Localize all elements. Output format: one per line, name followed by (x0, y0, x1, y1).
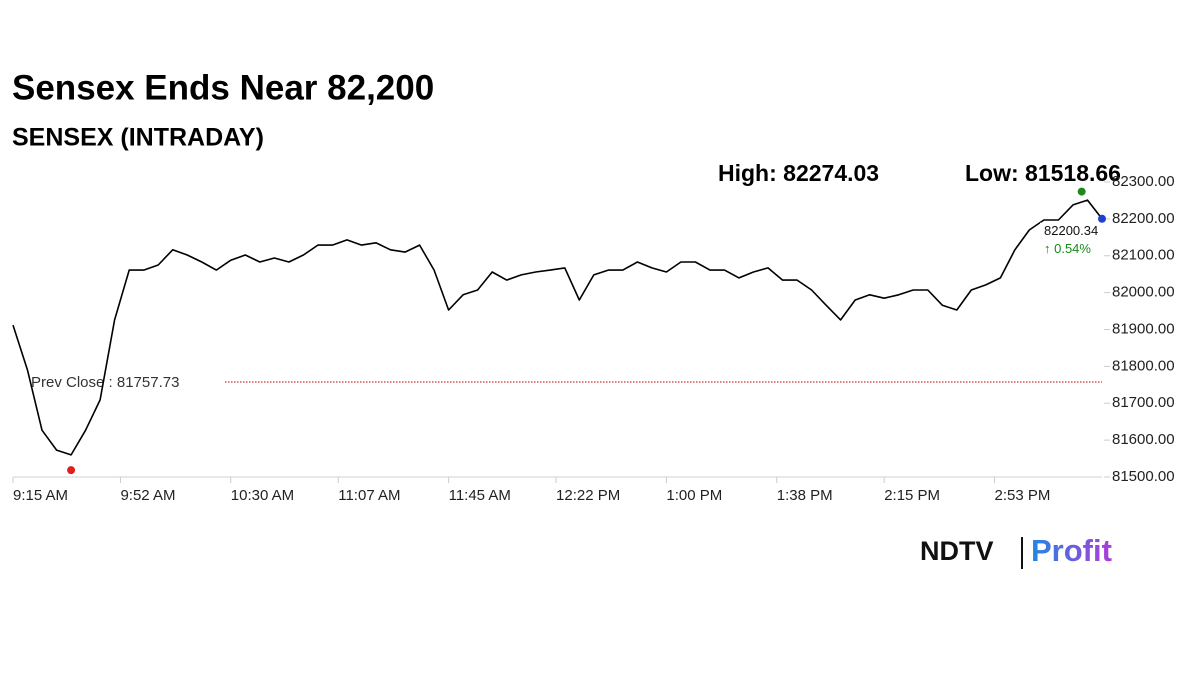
y-tick-label: 81900.00 (1112, 320, 1175, 337)
y-tick-label: 82300.00 (1112, 173, 1175, 190)
x-tick-label: 11:45 AM (449, 487, 511, 504)
y-tick-label: 81800.00 (1112, 357, 1175, 374)
x-tick-label: 2:15 PM (884, 487, 940, 504)
price-line (12, 199, 1103, 456)
close-label-bg (1040, 222, 1098, 259)
y-tick-label: 82200.00 (1112, 210, 1175, 227)
brand-name: NDTV (920, 536, 994, 566)
chart-title: Sensex Ends Near 82,200 (12, 68, 434, 107)
y-tick-label: 81600.00 (1112, 431, 1175, 448)
low-label: Low: 81518.66 (965, 160, 1121, 186)
x-tick-label: 1:00 PM (666, 487, 722, 504)
x-tick-label: 12:22 PM (556, 487, 620, 504)
high-marker (1077, 187, 1086, 196)
chart-subtitle: SENSEX (INTRADAY) (12, 124, 264, 152)
x-tick-label: 11:07 AM (338, 487, 400, 504)
low-marker (67, 466, 76, 475)
change-label: ↑ 0.54% (1044, 241, 1091, 256)
close-marker (1098, 214, 1106, 223)
prev-close-label-bg (26, 371, 224, 392)
x-tick-label: 1:38 PM (777, 487, 833, 504)
high-label: High: 82274.03 (718, 160, 879, 186)
x-tick-label: 9:52 AM (120, 487, 175, 504)
brand-product: Profit (1031, 533, 1112, 568)
prev-close-label: Prev Close : 81757.73 (31, 374, 179, 391)
x-tick-label: 2:53 PM (995, 487, 1051, 504)
x-tick-label: 10:30 AM (231, 487, 294, 504)
y-tick-label: 81500.00 (1112, 468, 1175, 485)
y-tick-label: 82100.00 (1112, 247, 1175, 264)
y-tick-label: 81700.00 (1112, 394, 1175, 411)
y-tick-label: 82000.00 (1112, 284, 1175, 301)
close-value: 82200.34 (1044, 223, 1098, 238)
logo: NDTV Profit (920, 533, 1112, 569)
x-tick-label: 9:15 AM (13, 487, 68, 504)
